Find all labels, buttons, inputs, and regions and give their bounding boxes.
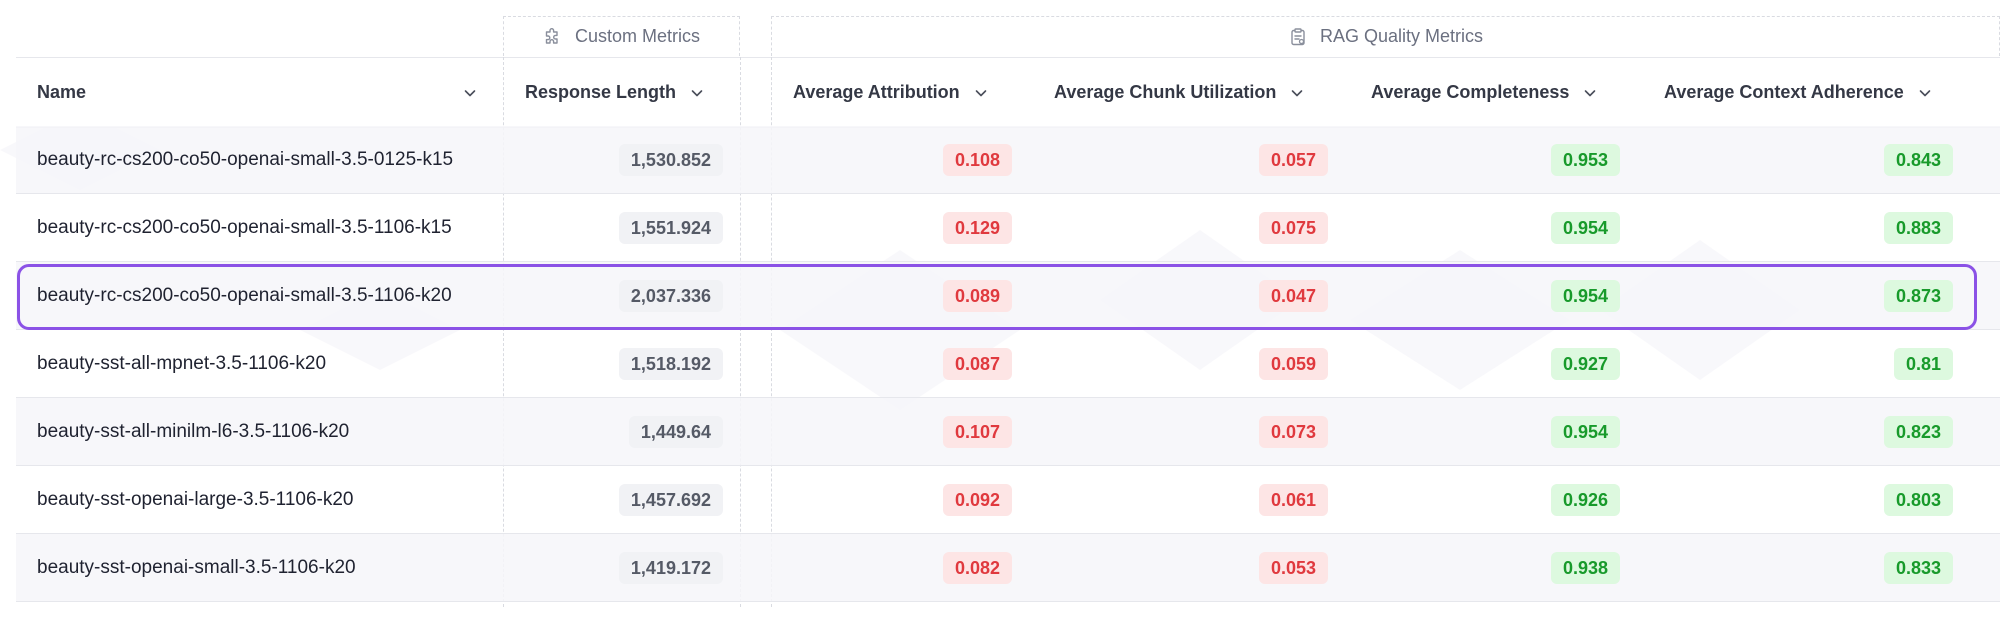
chevron-down-icon[interactable] [690,86,704,100]
metric-context-adherence: 0.883 [1883,212,1953,244]
column-group-row: Custom Metrics RAG Quality Metrics [16,16,2000,57]
metric-attribution: 0.107 [942,416,1012,448]
puzzle-icon [545,27,558,44]
metric-chunk-utilization: 0.061 [1258,484,1328,516]
metric-response-length: 1,449.64 [628,416,723,448]
metric-response-length: 1,551.924 [618,212,723,244]
chevron-down-icon[interactable] [974,86,988,100]
table-row[interactable]: beauty-rc-cs200-co50-openai-small-3.5-01… [16,126,2000,194]
clipboard-icon [1291,27,1305,45]
metric-attribution: 0.108 [942,144,1012,176]
chevron-down-icon[interactable] [1918,86,1932,100]
metric-chunk-utilization: 0.073 [1258,416,1328,448]
metric-response-length: 1,457.692 [618,484,723,516]
metric-attribution: 0.089 [942,280,1012,312]
group-custom-metrics: Custom Metrics [503,16,740,56]
metric-chunk-utilization: 0.053 [1258,552,1328,584]
metric-context-adherence: 0.843 [1883,144,1953,176]
row-name[interactable]: beauty-rc-cs200-co50-openai-small-3.5-01… [37,149,454,170]
metric-response-length: 1,518.192 [618,348,723,380]
chevron-down-icon[interactable] [463,86,477,100]
metric-completeness: 0.927 [1550,348,1620,380]
metric-context-adherence: 0.81 [1893,348,1953,380]
table-row[interactable]: beauty-sst-all-mpnet-3.5-1106-k20 1,518.1… [16,330,2000,398]
column-header-response-length[interactable]: Response Length [525,58,704,127]
metric-context-adherence: 0.803 [1883,484,1953,516]
metric-context-adherence: 0.823 [1883,416,1953,448]
metric-completeness: 0.954 [1550,416,1620,448]
metric-response-length: 1,530.852 [618,144,723,176]
header-row: Name Response Length Average Attribution… [16,57,2000,128]
row-name[interactable]: beauty-sst-openai-small-3.5-1106-k20 [37,557,356,578]
metric-response-length: 2,037.336 [618,280,723,312]
metric-attribution: 0.082 [942,552,1012,584]
metric-completeness: 0.954 [1550,212,1620,244]
column-divider [740,57,741,607]
chevron-down-icon[interactable] [1290,86,1304,100]
metric-chunk-utilization: 0.059 [1258,348,1328,380]
table-row[interactable]: beauty-sst-all-minilm-l6-3.5-1106-k20 1,4… [16,398,2000,466]
group-label: Custom Metrics [574,26,700,46]
table-row[interactable]: beauty-rc-cs200-co50-openai-small-3.5-11… [16,194,2000,262]
group-rag-quality-metrics: RAG Quality Metrics [771,16,2000,56]
metric-attribution: 0.092 [942,484,1012,516]
metric-chunk-utilization: 0.047 [1258,280,1328,312]
column-header-average-completeness[interactable]: Average Completeness [1371,58,1597,127]
row-name[interactable]: beauty-sst-openai-large-3.5-1106-k20 [37,489,354,510]
row-name[interactable]: beauty-sst-all-minilm-l6-3.5-1106-k20 [37,421,350,442]
column-header-average-attribution[interactable]: Average Attribution [793,58,988,127]
table-row[interactable]: beauty-sst-openai-large-3.5-1106-k20 1,45… [16,466,2000,534]
row-name[interactable]: beauty-rc-cs200-co50-openai-small-3.5-11… [37,285,452,306]
metric-completeness: 0.953 [1550,144,1620,176]
chevron-down-icon[interactable] [1583,86,1597,100]
experiments-table: Custom Metrics RAG Quality Metrics Name … [16,0,2000,624]
table-row[interactable]: beauty-rc-cs200-co50-openai-small-3.5-11… [16,262,2000,330]
row-name[interactable]: beauty-rc-cs200-co50-openai-small-3.5-11… [37,217,452,238]
column-header-average-chunk-utilization[interactable]: Average Chunk Utilization [1054,58,1304,127]
metric-completeness: 0.938 [1550,552,1620,584]
metric-chunk-utilization: 0.057 [1258,144,1328,176]
column-header-name[interactable]: Name [16,58,503,127]
column-divider [771,57,772,607]
group-label: RAG Quality Metrics [1319,26,1484,46]
metric-attribution: 0.129 [942,212,1012,244]
column-divider [503,57,504,607]
column-header-average-context-adherence[interactable]: Average Context Adherence [1664,58,1932,127]
metric-completeness: 0.926 [1550,484,1620,516]
table-row[interactable]: beauty-sst-openai-small-3.5-1106-k20 1,41… [16,534,2000,602]
metric-context-adherence: 0.873 [1883,280,1953,312]
metric-attribution: 0.087 [942,348,1012,380]
metric-completeness: 0.954 [1550,280,1620,312]
metric-chunk-utilization: 0.075 [1258,212,1328,244]
metric-context-adherence: 0.833 [1883,552,1953,584]
row-name[interactable]: beauty-sst-all-mpnet-3.5-1106-k20 [37,353,327,374]
metric-response-length: 1,419.172 [618,552,723,584]
